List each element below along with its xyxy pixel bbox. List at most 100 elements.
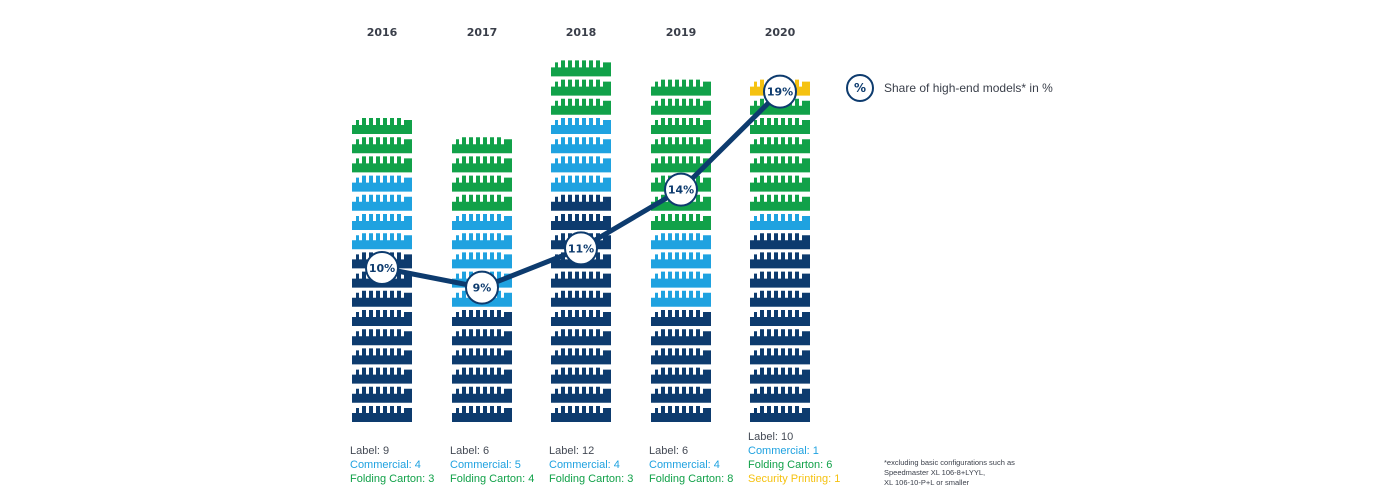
bar-unit-label: [551, 214, 611, 230]
breakdown-line: Folding Carton: 3: [549, 473, 634, 485]
bar-unit-label: [750, 252, 810, 269]
bar-unit-folding-carton: [651, 118, 711, 134]
bar-unit-label: [750, 310, 810, 326]
breakdown-line: Folding Carton: 3: [350, 473, 435, 485]
bar-unit-label: [551, 310, 611, 326]
bar-unit-label: [750, 406, 810, 422]
bar-unit-label: [551, 271, 611, 288]
bar-unit-label: [651, 310, 711, 326]
bar-unit-folding-carton: [352, 118, 412, 134]
share-data-label: 19%: [767, 86, 793, 99]
bar-unit-label: [750, 367, 810, 384]
breakdown-line: Label: 6: [649, 445, 689, 457]
breakdown-line: Folding Carton: 4: [450, 473, 535, 485]
breakdown-line: Label: 12: [549, 445, 595, 457]
bar-unit-label: [551, 194, 611, 211]
category-breakdown: Label: 6 Commercial: 5 Folding Carton: 4: [450, 444, 534, 486]
bar-unit-folding-carton: [651, 98, 711, 115]
bar-unit-commercial: [651, 252, 711, 269]
bar-unit-folding-carton: [551, 79, 611, 96]
bar-unit-label: [750, 329, 810, 346]
bar-unit-label: [651, 329, 711, 346]
bar-unit-commercial: [352, 214, 412, 230]
bar-unit-commercial: [651, 271, 711, 288]
bar-unit-folding-carton: [750, 156, 810, 173]
breakdown-line: Label: 9: [350, 445, 390, 457]
footnote-line: Speedmaster XL 106-8+LYYL,: [884, 468, 986, 477]
footnote-line: *excluding basic configurations such as: [884, 458, 1015, 467]
legend-label: Share of high-end models* in %: [884, 81, 1053, 95]
bar-unit-label: [352, 329, 412, 346]
bar-unit-commercial: [551, 175, 611, 192]
bar-unit-commercial: [352, 194, 412, 211]
bar-unit-label: [352, 386, 412, 403]
bar-unit-folding-carton: [651, 79, 711, 96]
bar-unit-label: [551, 386, 611, 403]
share-data-label: 11%: [568, 242, 594, 255]
category-breakdown: Label: 12 Commercial: 4 Folding Carton: 3: [549, 444, 633, 486]
bar-unit-folding-carton: [452, 194, 512, 211]
bar-unit-folding-carton: [352, 156, 412, 173]
bar-unit-commercial: [352, 175, 412, 192]
bar-unit-folding-carton: [651, 214, 711, 230]
bar-unit-label: [352, 290, 412, 307]
bar-unit-folding-carton: [352, 137, 412, 154]
bar-unit-label: [452, 386, 512, 403]
footnote-line: XL 106-10-P+L or smaller: [884, 478, 970, 487]
year-label: 2019: [666, 26, 697, 39]
bar-unit-label: [452, 367, 512, 384]
bar-unit-commercial: [452, 233, 512, 250]
bar-unit-label: [750, 290, 810, 307]
breakdown-line: Label: 6: [450, 445, 490, 457]
share-point: [564, 231, 598, 266]
breakdown-line: Folding Carton: 6: [748, 459, 833, 471]
bar-unit-folding-carton: [452, 175, 512, 192]
bar-unit-label: [352, 406, 412, 422]
bar-unit-label: [551, 367, 611, 384]
bar-unit-commercial: [651, 233, 711, 250]
category-breakdown: Label: 6 Commercial: 4 Folding Carton: 8: [649, 444, 733, 486]
bar-unit-label: [651, 367, 711, 384]
bar-unit-commercial: [452, 252, 512, 269]
share-data-label: 9%: [473, 282, 492, 295]
category-breakdown: Label: 10 Commercial: 1 Folding Carton: 6 S…: [748, 430, 840, 486]
breakdown-line: Commercial: 4: [649, 459, 720, 471]
bar-unit-folding-carton: [750, 118, 810, 134]
bar-unit-folding-carton: [452, 156, 512, 173]
bar-unit-label: [750, 348, 810, 365]
year-label: 2018: [566, 26, 597, 39]
share-point: [365, 251, 399, 285]
bar-unit-label: [452, 310, 512, 326]
bar-unit-commercial: [452, 214, 512, 230]
share-point: [763, 74, 797, 109]
bar-unit-label: [352, 310, 412, 326]
bar-unit-label: [551, 329, 611, 346]
bar-unit-label: [452, 406, 512, 422]
bar-unit-folding-carton: [551, 60, 611, 77]
bar-unit-label: [750, 233, 810, 250]
bar-unit-folding-carton: [452, 137, 512, 154]
share-data-label: 14%: [668, 184, 694, 197]
percent-icon: %: [846, 74, 874, 102]
bar-unit-label: [651, 348, 711, 365]
share-data-label: 10%: [369, 262, 395, 275]
bar-unit-label: [551, 348, 611, 365]
bar-unit-folding-carton: [551, 98, 611, 115]
breakdown-line: Commercial: 1: [748, 445, 819, 457]
bar-unit-folding-carton: [651, 137, 711, 154]
bar-unit-label: [352, 367, 412, 384]
category-breakdown: Label: 9 Commercial: 4 Folding Carton: 3: [350, 444, 434, 486]
bar-unit-label: [352, 348, 412, 365]
breakdown-line: Label: 10: [748, 431, 794, 443]
bar-unit-label: [452, 329, 512, 346]
bar-unit-commercial: [651, 290, 711, 307]
bar-unit-commercial: [750, 214, 810, 230]
bar-unit-folding-carton: [750, 194, 810, 211]
bar-unit-commercial: [551, 156, 611, 173]
year-label: 2020: [765, 26, 796, 39]
bar-unit-label: [452, 348, 512, 365]
year-label: 2016: [367, 26, 398, 39]
bar-unit-label: [551, 290, 611, 307]
bar-unit-commercial: [352, 233, 412, 250]
